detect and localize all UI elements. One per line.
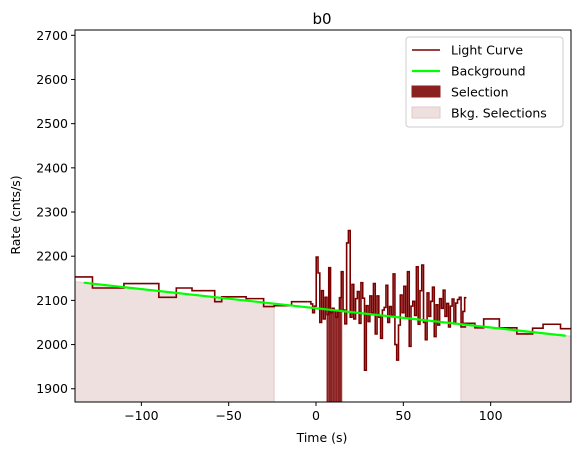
selection-bar — [332, 308, 335, 402]
x-tick-label: 50 — [395, 408, 411, 423]
legend-label: Selection — [451, 85, 509, 100]
legend-label: Bkg. Selections — [451, 106, 547, 121]
bkg-selection-layer — [75, 281, 571, 402]
y-tick-label: 2100 — [36, 293, 68, 308]
legend-swatch-patch — [411, 106, 441, 119]
legend-box — [405, 36, 564, 128]
bkg-selection-region — [460, 323, 571, 402]
y-tick-label: 1900 — [36, 381, 68, 396]
legend-swatch-patch — [411, 85, 441, 98]
selection-bar — [334, 310, 336, 402]
selection-bar — [335, 317, 338, 402]
y-tick-label: 2500 — [36, 116, 68, 131]
y-tick-label: 2000 — [36, 337, 68, 352]
y-tick-label: 2200 — [36, 249, 68, 264]
selection-layer — [326, 267, 343, 402]
plot-area — [75, 229, 571, 402]
x-tick-label: 0 — [312, 408, 320, 423]
x-tick-label: −100 — [124, 408, 158, 423]
x-axis-title: Time (s) — [296, 430, 348, 445]
background-fit-line — [83, 281, 566, 337]
y-tick-label: 2300 — [36, 205, 68, 220]
chart-title: b0 — [312, 10, 331, 28]
selection-bar — [337, 311, 340, 402]
x-axis: −100 −50 0 50 100 — [124, 402, 503, 423]
x-tick-label: 100 — [479, 408, 503, 423]
y-tick-label: 2600 — [36, 72, 68, 87]
background-fit-layer — [83, 281, 566, 337]
selection-bar — [341, 271, 343, 402]
legend: Light Curve Background Selection Bkg. Selec… — [405, 36, 564, 128]
selection-bar — [326, 314, 329, 402]
y-tick-label: 2700 — [36, 28, 68, 43]
legend-label: Light Curve — [451, 43, 523, 58]
y-tick-label: 2400 — [36, 160, 68, 175]
y-axis-title: Rate (cnts/s) — [8, 175, 23, 254]
y-axis: 1900 2000 2100 2200 2300 2400 2500 2600 2700 — [36, 28, 75, 396]
selection-bar — [330, 312, 333, 402]
light-curve-coarse-after — [460, 318, 571, 335]
axes-frame — [74, 29, 572, 403]
x-tick-label: −50 — [215, 408, 241, 423]
selection-bar — [328, 267, 331, 402]
legend-label: Background — [451, 64, 526, 79]
selection-bar — [339, 297, 342, 402]
